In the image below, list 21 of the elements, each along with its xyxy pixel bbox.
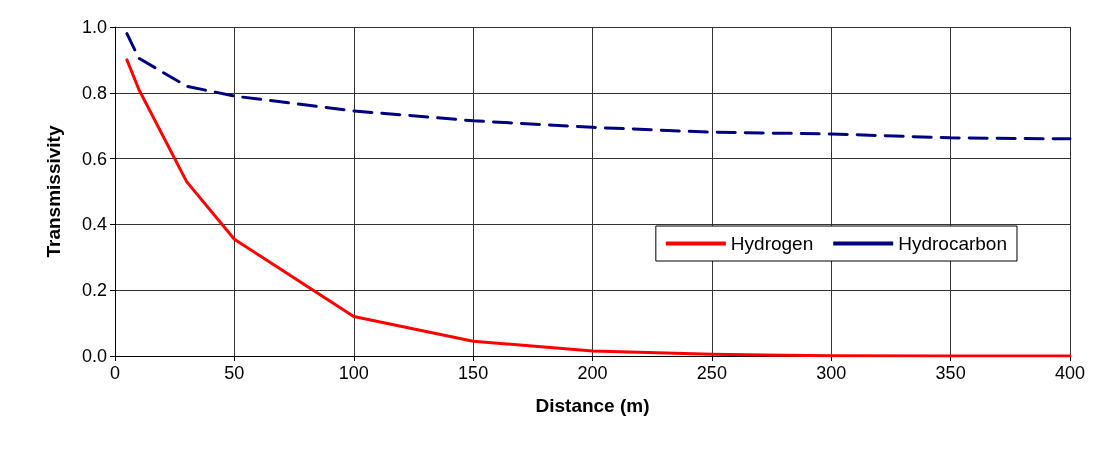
x-tick-label: 150 — [458, 363, 489, 383]
x-tick-label: 300 — [816, 363, 847, 383]
y-tick-label: 0.4 — [81, 214, 107, 235]
y-tick-label: 0.6 — [81, 148, 107, 169]
legend-label: Hydrocarbon — [898, 233, 1007, 254]
line-series — [125, 58, 1072, 358]
x-tick-label: 250 — [696, 363, 727, 383]
x-axis-title: Distance (m) — [535, 395, 650, 416]
legend-label: Hydrogen — [730, 233, 814, 254]
x-tick-label: 400 — [1054, 363, 1086, 383]
y-tick-label: 1.0 — [81, 17, 107, 37]
x-tick-label: 50 — [224, 363, 245, 383]
line-series — [125, 32, 1072, 141]
y-tick-label: 0.8 — [81, 82, 107, 103]
y-axis-title: Transmissivity — [43, 125, 64, 258]
x-tick-label: 100 — [338, 363, 369, 383]
x-tick-label: 350 — [935, 363, 966, 383]
x-tick-label: 0 — [109, 363, 121, 383]
x-tick-label: 200 — [577, 363, 608, 383]
y-tick-label: 0.0 — [81, 346, 107, 366]
y-tick-label: 0.2 — [81, 280, 107, 301]
